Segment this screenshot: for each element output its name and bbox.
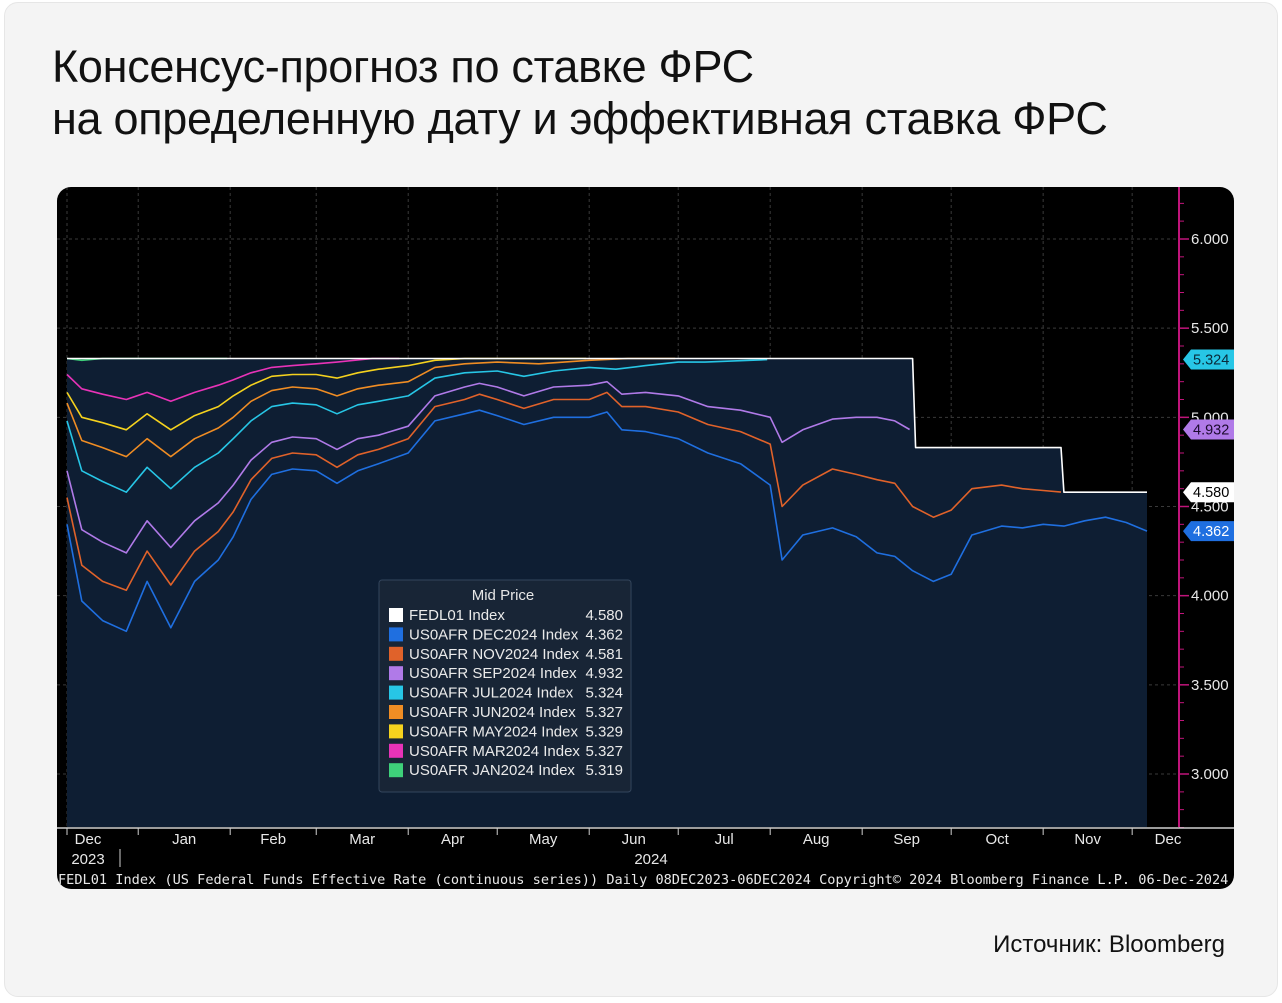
source-note: Источник: Bloomberg: [993, 931, 1225, 958]
x-tick-label: Dec: [75, 831, 102, 848]
year-label-2023: 2023: [71, 851, 104, 868]
legend-entry-name: FEDL01 Index: [409, 607, 505, 624]
bloomberg-chart: 3.000 3.500 4.000 4.500 5.000 5.500 6.000 Dec J…: [57, 187, 1234, 889]
value-tag-label: 5.324: [1193, 353, 1229, 369]
value-tag-bg: [1183, 349, 1234, 370]
card: Консенсус-прогноз по ставке ФРС на опред…: [4, 2, 1278, 997]
legend-entry-value: 5.329: [585, 723, 623, 740]
legend-swatch: [389, 763, 403, 778]
year-label-2024: 2024: [634, 851, 667, 868]
series-line: [66, 409, 1148, 633]
x-tick-label: Oct: [985, 831, 1009, 848]
x-tick-label: Sep: [893, 831, 920, 848]
y-tick-label: 3.000: [1191, 766, 1229, 783]
x-tick-label: Jul: [715, 831, 734, 848]
value-tag-bg: [1183, 521, 1234, 542]
legend-entry-value: 4.581: [585, 646, 623, 663]
series-line: [67, 357, 1147, 493]
y-tick-label: 5.500: [1191, 320, 1229, 337]
legend-entry-name: US0AFR SEP2024 Index: [409, 665, 577, 682]
legend-box: [378, 579, 632, 793]
legend-swatch: [389, 705, 403, 719]
x-tick-label: Nov: [1074, 831, 1101, 848]
legend: Mid Price FEDL01 Index 4.580 US0AFR DEC2024…: [378, 579, 632, 793]
value-tag-bg: [1183, 482, 1234, 503]
legend-entry-value: 4.580: [585, 607, 623, 624]
x-tick-label: Jun: [622, 831, 646, 848]
y-tick-label: 4.000: [1191, 588, 1229, 605]
x-tick-label: Feb: [260, 831, 286, 848]
x-tick-label: Jan: [172, 831, 196, 848]
title-line-1: Консенсус-прогноз по ставке ФРС: [52, 41, 754, 92]
legend-entry-value: 5.327: [585, 743, 623, 760]
legend-title: Mid Price: [472, 587, 535, 604]
legend-swatch: [389, 646, 403, 661]
series-lines: [66, 357, 1148, 633]
legend-swatch: [389, 608, 403, 622]
series-line: [66, 357, 676, 458]
legend-swatch: [389, 627, 403, 642]
legend-swatch: [389, 743, 403, 758]
page-title: Консенсус-прогноз по ставке ФРС на опред…: [52, 41, 1108, 145]
y-tick-label: 4.500: [1191, 499, 1229, 516]
x-tick-label: Aug: [803, 831, 830, 848]
legend-entry-name: US0AFR NOV2024 Index: [409, 646, 580, 663]
legend-entry-value: 4.932: [585, 665, 623, 682]
value-tag-bg: [1183, 419, 1234, 440]
legend-entry-name: US0AFR JUL2024 Index: [409, 685, 574, 702]
legend-entry-name: US0AFR JUN2024 Index: [409, 704, 576, 721]
x-tick-label: Mar: [349, 831, 375, 848]
series-line: [66, 391, 1062, 592]
legend-entry-name: US0AFR MAY2024 Index: [409, 723, 578, 740]
x-tick-label: May: [529, 831, 558, 848]
legend-swatch: [389, 666, 403, 681]
legend-entry-value: 4.362: [585, 626, 623, 643]
value-tag-label: 4.932: [1193, 422, 1229, 438]
x-tick-label: Apr: [441, 831, 464, 848]
chart-footer: FEDL01 Index (US Federal Funds Effective…: [58, 872, 1234, 888]
series-line: [66, 357, 587, 431]
value-tag-label: 4.362: [1193, 524, 1229, 540]
x-axis: Dec Jan Feb Mar Apr May Jun Jul Aug Sep Oct Nov Dec 2…: [57, 827, 1234, 868]
y-tick-label: 3.500: [1191, 677, 1229, 694]
last-value-tags: 5.324 4.932 4.580 4.362: [1183, 349, 1234, 542]
legend-entry-name: US0AFR DEC2024 Index: [409, 626, 579, 643]
legend-entry-value: 5.327: [585, 704, 623, 721]
legend-entry-name: US0AFR JAN2024 Index: [409, 762, 575, 779]
x-tick-label: Dec: [1155, 831, 1182, 848]
series-line: [66, 380, 911, 554]
series-line: [66, 357, 400, 403]
series-line: [66, 358, 768, 493]
y-tick-label: 6.000: [1191, 231, 1229, 248]
title-line-2: на определенную дату и эффективная ставк…: [52, 93, 1108, 144]
value-tag-label: 4.580: [1193, 485, 1229, 501]
legend-swatch: [389, 685, 403, 700]
legend-swatch: [389, 724, 403, 739]
legend-entry-value: 5.319: [585, 762, 623, 779]
legend-entry-name: US0AFR MAR2024 Index: [409, 743, 580, 760]
legend-entry-value: 5.324: [585, 685, 623, 702]
